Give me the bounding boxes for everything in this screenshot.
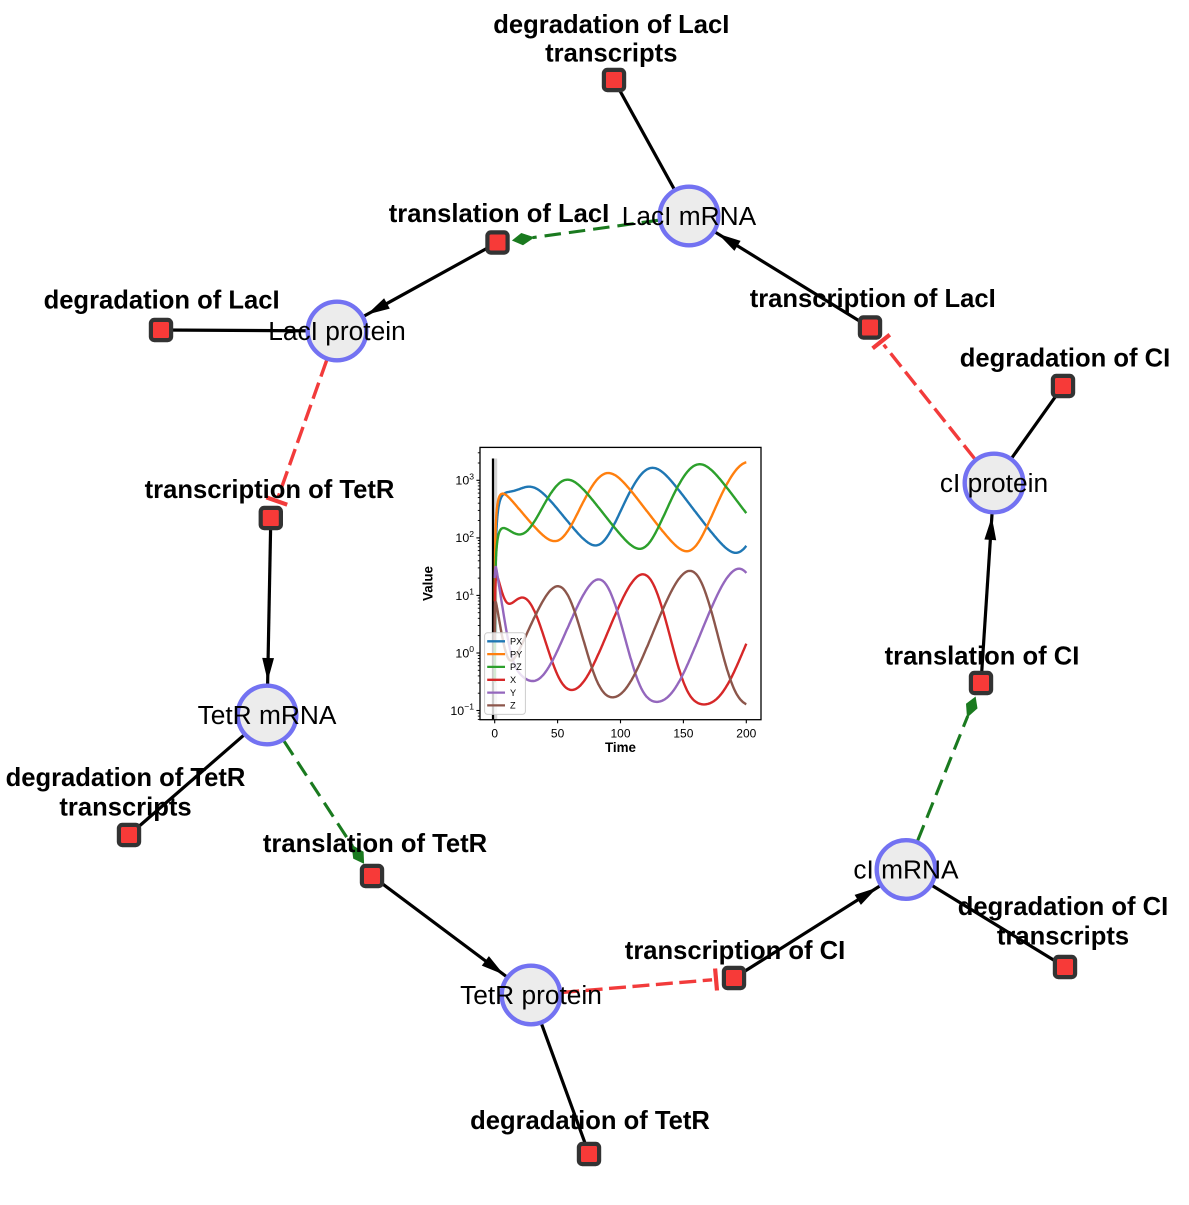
svg-text:150: 150 [673,727,693,741]
svg-text:Value: Value [421,566,436,601]
svg-text:transcripts: transcripts [545,39,677,67]
svg-text:transcription of CI: transcription of CI [625,937,845,965]
svg-text:degradation of LacI: degradation of LacI [44,287,280,315]
svg-text:degradation of TetR: degradation of TetR [6,764,246,792]
svg-text:Z: Z [510,701,516,711]
svg-text:transcripts: transcripts [59,794,191,822]
svg-text:200: 200 [736,727,756,741]
svg-text:100: 100 [610,727,630,741]
svg-text:50: 50 [551,727,565,741]
svg-text:degradation of CI: degradation of CI [960,345,1170,373]
svg-text:translation of LacI: translation of LacI [389,200,609,228]
svg-text:translation of CI: translation of CI [885,643,1080,671]
svg-text:degradation of TetR: degradation of TetR [470,1107,710,1135]
svg-text:Y: Y [510,688,516,698]
svg-text:cI mRNA: cI mRNA [853,855,959,885]
svg-text:PX: PX [510,637,522,647]
svg-text:TetR mRNA: TetR mRNA [198,700,337,730]
svg-text:Time: Time [605,740,636,755]
svg-text:transcription of TetR: transcription of TetR [145,476,395,504]
svg-text:degradation of LacI: degradation of LacI [493,11,729,39]
svg-text:transcripts: transcripts [997,923,1129,951]
svg-text:LacI mRNA: LacI mRNA [622,201,757,231]
svg-text:0: 0 [491,727,498,741]
svg-text:TetR protein: TetR protein [460,980,602,1010]
svg-text:X: X [510,675,516,685]
svg-text:cI protein: cI protein [940,468,1048,498]
svg-text:PY: PY [510,649,522,659]
svg-text:LacI protein: LacI protein [268,316,405,346]
svg-text:transcription of LacI: transcription of LacI [750,285,996,313]
svg-text:translation of TetR: translation of TetR [263,830,487,858]
svg-text:degradation of CI: degradation of CI [958,893,1168,921]
svg-text:PZ: PZ [510,662,522,672]
